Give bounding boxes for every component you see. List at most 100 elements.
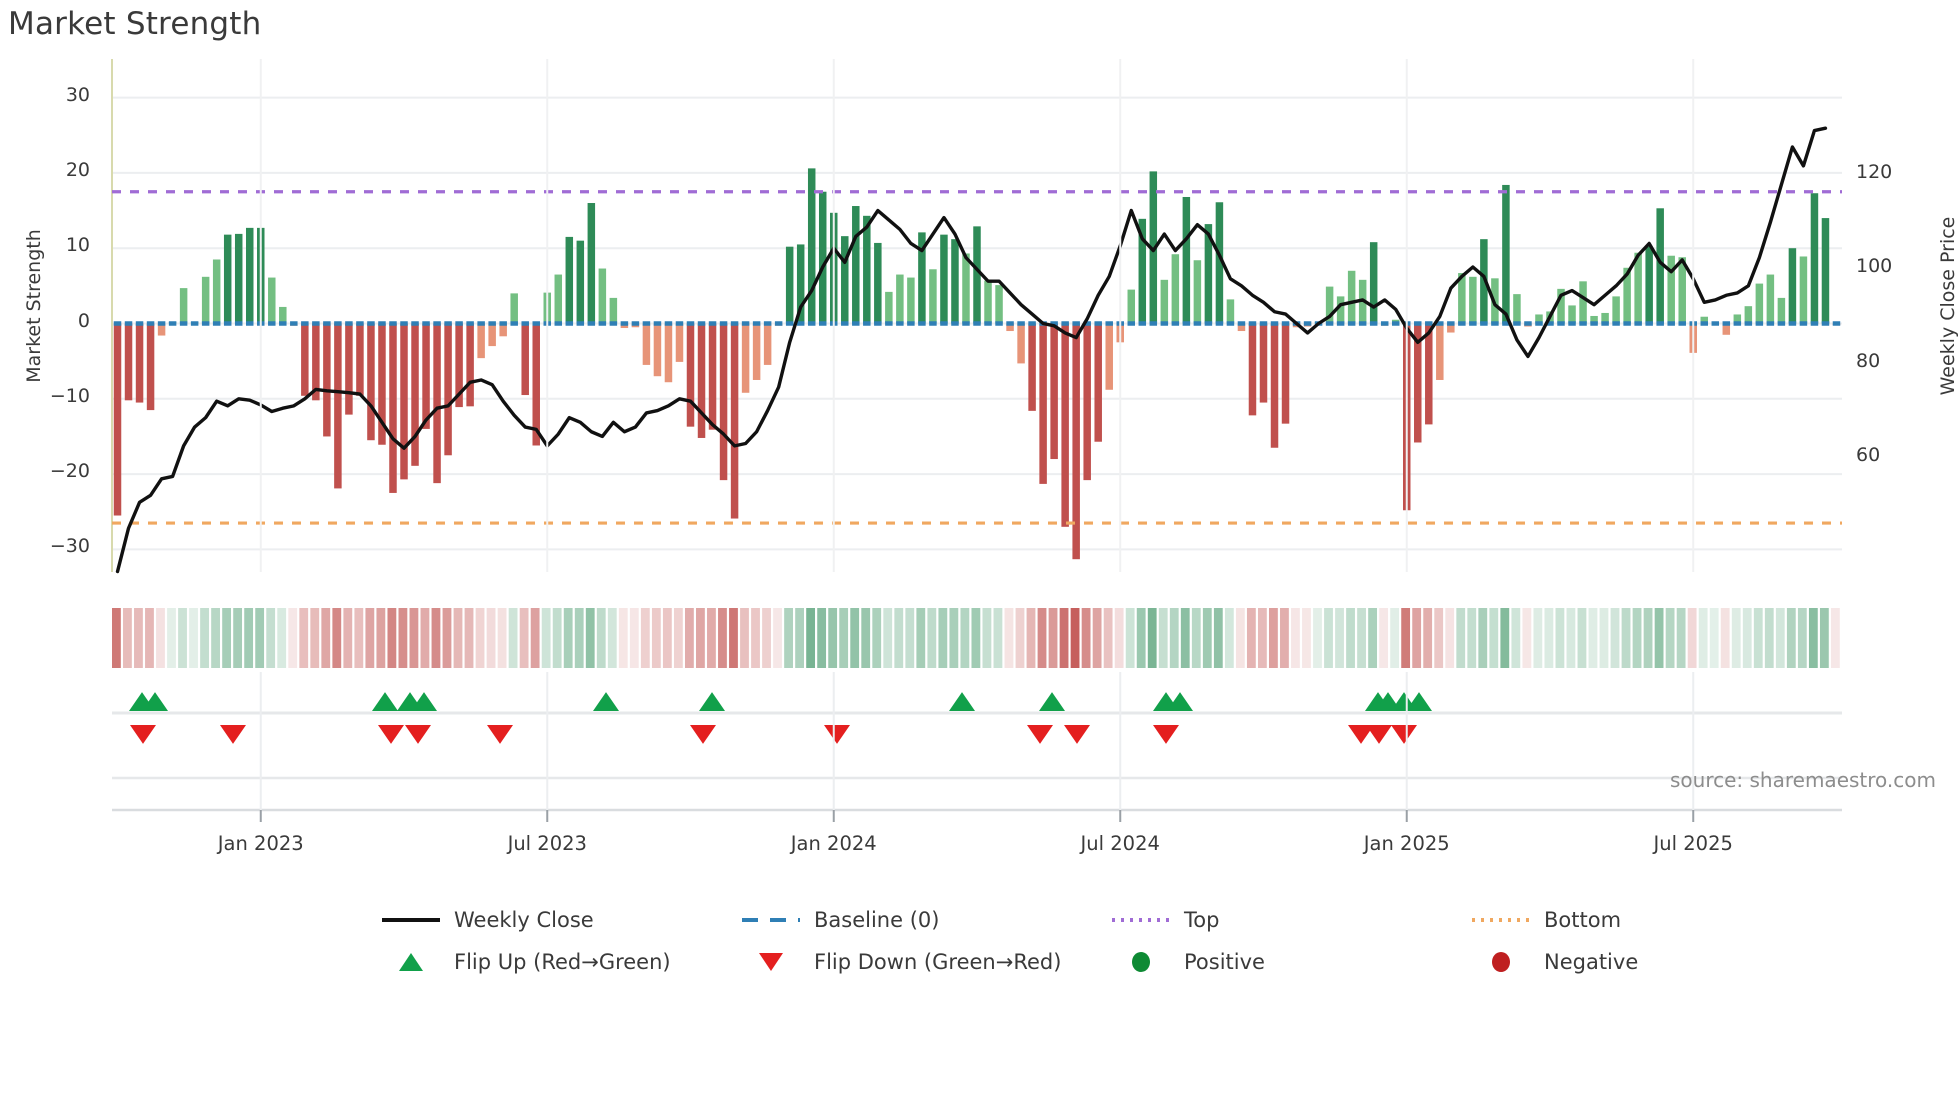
strength-bar	[896, 274, 904, 324]
heatstrip-cell	[453, 608, 463, 668]
y-axis-right-tick: 80	[1856, 349, 1881, 372]
heatstrip-cell	[1588, 608, 1598, 668]
heatstrip-cell	[1753, 608, 1763, 668]
heatstrip-cell	[530, 608, 540, 668]
heatstrip-cell	[718, 608, 727, 668]
strength-bar	[741, 323, 750, 393]
strength-bar	[818, 191, 827, 324]
strength-bar	[356, 323, 364, 396]
legend-row-1: Weekly Close Baseline (0) Top Bottom	[0, 900, 1960, 940]
heatstrip-cell	[828, 608, 838, 668]
strength-bar	[1347, 270, 1356, 324]
circle-icon	[1470, 951, 1532, 973]
strength-bar	[874, 242, 882, 324]
heatstrip-cell	[431, 608, 441, 668]
strength-bar	[345, 323, 353, 415]
heatstrip-cell	[1742, 608, 1752, 668]
heatstrip-cell	[982, 608, 992, 668]
strength-bar	[323, 323, 331, 437]
heatstrip-cell	[1643, 608, 1653, 668]
heatstrip-cell	[1158, 608, 1168, 668]
strength-bar	[1171, 254, 1180, 324]
flip-up-marker	[372, 692, 398, 711]
flip-up-marker	[411, 692, 437, 711]
legend-item[interactable]: Flip Up (Red→Green)	[380, 942, 671, 982]
heatstrip-cell	[189, 608, 198, 668]
heatstrip-cell	[916, 608, 926, 668]
heatstrip-cell	[740, 608, 749, 668]
strength-bar	[1083, 323, 1091, 481]
strength-bar	[918, 232, 926, 324]
heatstrip-cell	[343, 608, 353, 668]
flip-down-marker	[1366, 725, 1392, 744]
legend-item[interactable]: Weekly Close	[380, 900, 594, 940]
heatstrip-cell	[1280, 608, 1289, 668]
heatstrip-cell	[1709, 608, 1719, 668]
strength-bar	[1821, 218, 1830, 324]
strength-bar	[653, 323, 662, 377]
heatstrip-cell	[1544, 608, 1554, 668]
heatstrip-cell	[167, 608, 176, 668]
heatstrip-cell	[751, 608, 760, 668]
legend-item[interactable]: Baseline (0)	[740, 900, 939, 940]
heatstrip-cell	[1302, 608, 1311, 668]
strength-bar	[565, 236, 574, 324]
heatstrip-cell	[1731, 608, 1741, 668]
reference-line-icon	[1470, 909, 1532, 931]
heatstrip-cell	[354, 608, 364, 668]
strength-bar	[157, 323, 166, 336]
strength-bar	[499, 323, 507, 337]
triangle-up-icon	[380, 951, 442, 973]
reference-line-icon	[1110, 909, 1172, 931]
heatstrip-cell	[409, 608, 419, 668]
heatstrip-cell	[607, 608, 617, 668]
heatstrip-cell	[1467, 608, 1477, 668]
heatstrip-cell	[596, 608, 606, 668]
strength-bar	[995, 285, 1003, 324]
heatstrip-cell	[1213, 608, 1223, 668]
y-axis-left-tick: 30	[65, 83, 90, 106]
strength-bar	[1799, 256, 1808, 324]
heatstrip-cell	[288, 608, 298, 668]
strength-bar	[422, 323, 430, 429]
heatstrip-cell	[894, 608, 904, 668]
legend-item[interactable]: Negative	[1470, 942, 1638, 982]
heatstrip-cell	[905, 608, 915, 668]
strength-bar	[1535, 314, 1543, 324]
strength-bar	[962, 253, 970, 324]
strength-bar	[940, 234, 948, 324]
heatstrip-cell	[1026, 608, 1036, 668]
heatstrip-cell	[1015, 608, 1025, 668]
strength-bar	[852, 206, 860, 324]
y-axis-right-tick: 100	[1856, 255, 1893, 278]
strength-bar	[686, 323, 695, 427]
legend-item[interactable]: Flip Down (Green→Red)	[740, 942, 1061, 982]
heatstrip-cell	[585, 608, 595, 668]
heatstrip-cell	[1599, 608, 1609, 668]
heatstrip-cell	[1808, 608, 1818, 668]
strength-bar	[697, 323, 706, 438]
heatstrip-cell	[1775, 608, 1785, 668]
strength-bar	[1513, 294, 1521, 324]
heatstrip-cell	[519, 608, 529, 668]
heatstrip-cell	[1632, 608, 1642, 668]
strength-bar	[1325, 286, 1334, 324]
strength-bar	[885, 291, 893, 324]
strength-bar	[444, 323, 452, 456]
heatstrip-cell	[938, 608, 948, 668]
strength-bar	[223, 234, 232, 324]
strength-bar	[1579, 281, 1587, 324]
strength-bar	[1259, 323, 1268, 403]
legend-item[interactable]: Bottom	[1470, 900, 1621, 940]
heatstrip-cell	[1269, 608, 1278, 668]
heatstrip-cell	[211, 608, 220, 668]
legend-item[interactable]: Top	[1110, 900, 1219, 940]
strength-bar	[1248, 323, 1257, 416]
strength-bar	[1656, 208, 1664, 324]
strength-bar	[1755, 283, 1764, 324]
heatstrip-cell	[850, 608, 860, 668]
legend-item[interactable]: Positive	[1110, 942, 1265, 982]
legend-item-label: Flip Down (Green→Red)	[814, 950, 1062, 974]
heatstrip-cell	[299, 608, 309, 668]
